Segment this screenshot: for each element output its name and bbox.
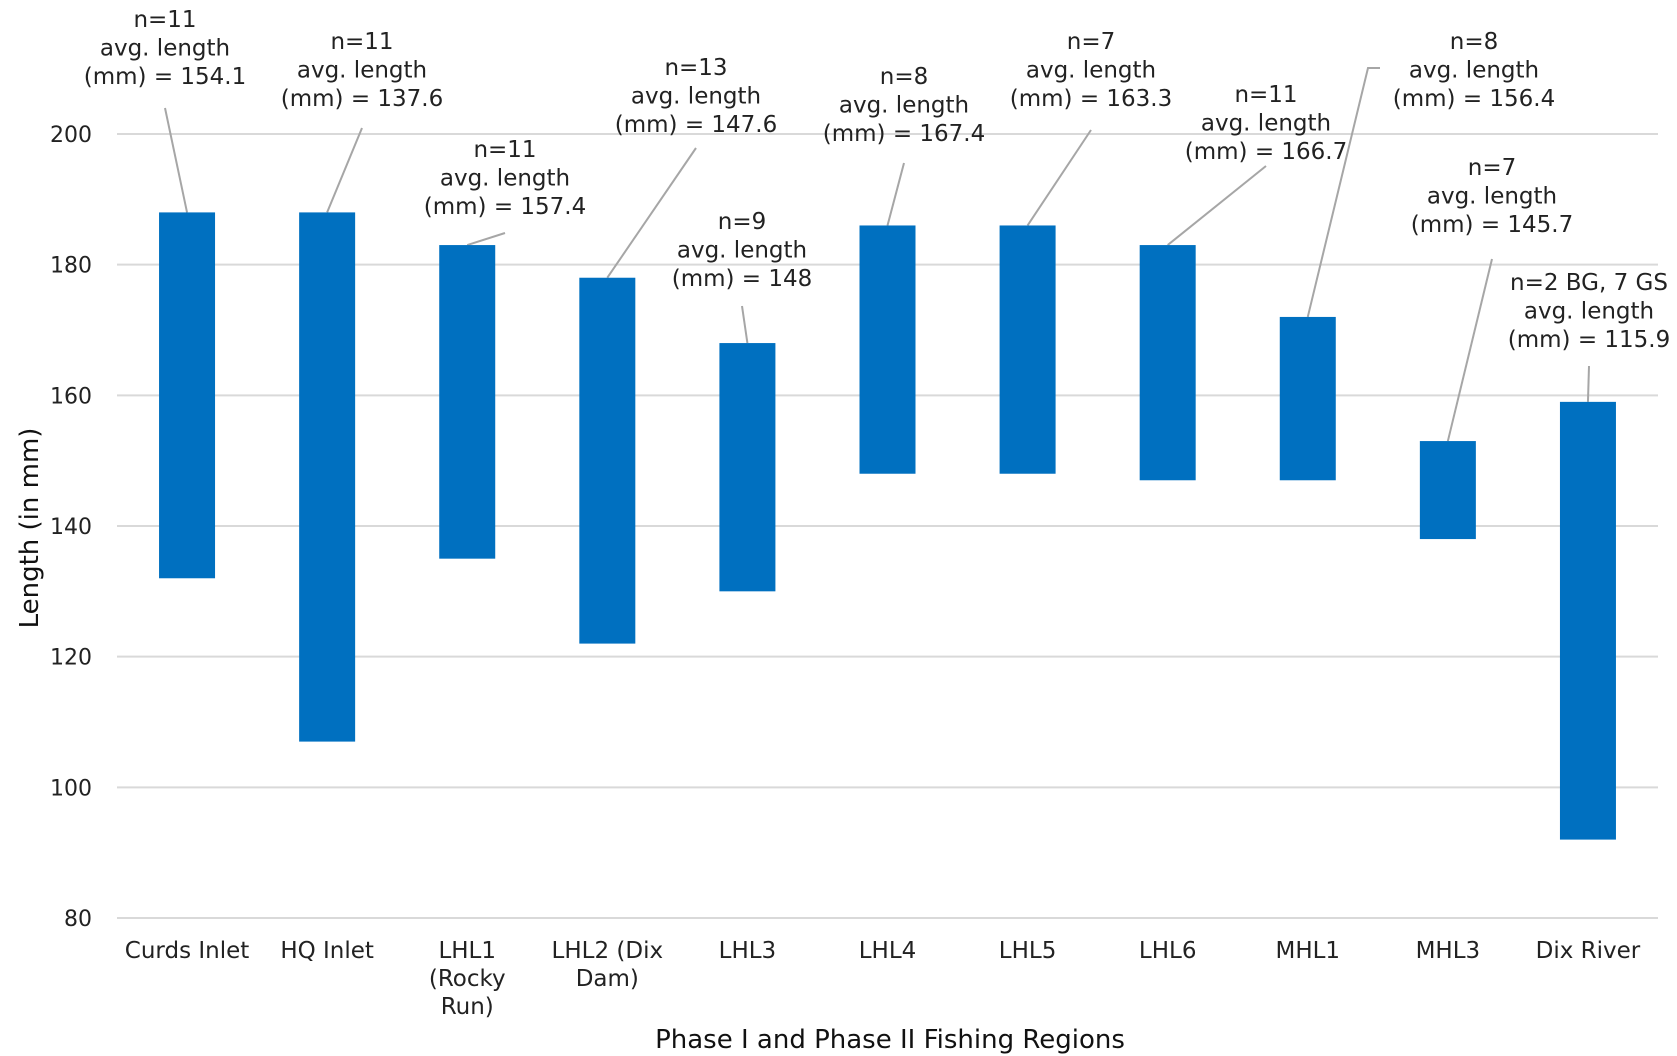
annotation-label: (mm) = 115.9 bbox=[1508, 327, 1671, 353]
leader-line bbox=[886, 162, 905, 226]
x-category-label: HQ Inlet bbox=[280, 938, 374, 964]
y-tick-label: 100 bbox=[50, 776, 92, 801]
leader-line bbox=[1446, 258, 1493, 442]
annotation-label: avg. length bbox=[1201, 111, 1331, 137]
annotation-label: n=11 bbox=[473, 137, 536, 163]
x-category-label: LHL2 (Dix bbox=[552, 938, 664, 964]
y-tick-label: 140 bbox=[50, 515, 92, 540]
x-category-label: LHL6 bbox=[1139, 938, 1197, 964]
range-bar bbox=[579, 277, 636, 644]
annotation-label: (mm) = 157.4 bbox=[424, 194, 587, 220]
y-axis-title: Length (in mm) bbox=[15, 428, 45, 629]
leader-line bbox=[1586, 365, 1590, 402]
annotation-label: avg. length bbox=[1524, 299, 1654, 325]
annotation-label: n=9 bbox=[718, 209, 766, 235]
annotation-label: n=2 BG, 7 GS bbox=[1510, 270, 1668, 296]
leader-line bbox=[326, 127, 363, 213]
range-bar bbox=[999, 225, 1056, 474]
annotation-label: avg. length bbox=[1026, 58, 1156, 84]
annotation-label: (mm) = 156.4 bbox=[1393, 86, 1556, 112]
annotation-label: avg. length bbox=[631, 84, 761, 110]
y-tick-label: 200 bbox=[50, 123, 92, 148]
annotation-label: n=11 bbox=[133, 7, 196, 33]
annotation-label: n=8 bbox=[1450, 29, 1498, 55]
leader-line bbox=[1026, 129, 1092, 227]
leader-line bbox=[1167, 165, 1267, 246]
leader-line bbox=[466, 232, 506, 247]
y-axis-ticks: 80 100 120 140 160 180 200 bbox=[50, 123, 92, 932]
annotation-leader-lines bbox=[164, 67, 1590, 442]
annotation-label: n=13 bbox=[664, 55, 727, 81]
x-category-label: LHL4 bbox=[859, 938, 917, 964]
leader-line bbox=[606, 147, 697, 279]
x-category-label: Dix River bbox=[1536, 938, 1641, 964]
annotation-label: (mm) = 163.3 bbox=[1010, 86, 1173, 112]
annotation-label: avg. length bbox=[1427, 184, 1557, 210]
y-tick-label: 120 bbox=[50, 646, 92, 671]
range-bar bbox=[1559, 401, 1616, 840]
leader-line bbox=[1306, 67, 1380, 318]
range-bars bbox=[159, 212, 1616, 840]
x-category-label: LHL1 bbox=[438, 938, 496, 964]
x-category-label: LHL3 bbox=[719, 938, 777, 964]
annotation-label: avg. length bbox=[100, 36, 230, 62]
x-axis-title: Phase I and Phase II Fishing Regions bbox=[655, 1025, 1125, 1055]
range-bar bbox=[1139, 245, 1196, 481]
range-bar bbox=[1419, 441, 1476, 540]
y-tick-label: 80 bbox=[64, 907, 92, 932]
x-category-label: (Rocky bbox=[429, 966, 506, 992]
annotation-label: avg. length bbox=[1409, 58, 1539, 84]
annotation-label: (mm) = 137.6 bbox=[281, 86, 444, 112]
x-category-label: MHL1 bbox=[1275, 938, 1340, 964]
annotation-label: avg. length bbox=[297, 58, 427, 84]
y-tick-label: 180 bbox=[50, 254, 92, 279]
range-bar bbox=[1279, 316, 1336, 481]
leader-line bbox=[741, 305, 749, 344]
annotation-label: avg. length bbox=[440, 166, 570, 192]
annotation-label: (mm) = 147.6 bbox=[615, 112, 778, 138]
leader-line bbox=[164, 107, 189, 213]
x-category-label: Dam) bbox=[576, 966, 639, 992]
annotation-label: (mm) = 166.7 bbox=[1185, 139, 1348, 165]
range-bar bbox=[859, 225, 916, 474]
annotation-label: (mm) = 154.1 bbox=[84, 64, 247, 90]
annotation-label: n=8 bbox=[880, 64, 928, 90]
annotation-label: (mm) = 145.7 bbox=[1411, 212, 1574, 238]
annotation-label: n=7 bbox=[1468, 155, 1516, 181]
range-bar bbox=[439, 245, 496, 559]
annotation-label: n=11 bbox=[1234, 82, 1297, 108]
y-tick-label: 160 bbox=[50, 384, 92, 409]
x-category-label: LHL5 bbox=[999, 938, 1057, 964]
annotation-label: avg. length bbox=[677, 238, 807, 264]
annotation-label: (mm) = 167.4 bbox=[823, 121, 986, 147]
annotation-label: n=7 bbox=[1067, 29, 1115, 55]
x-category-label: Curds Inlet bbox=[125, 938, 250, 964]
range-bar bbox=[159, 212, 216, 579]
range-bar bbox=[719, 343, 776, 592]
annotation-label: avg. length bbox=[839, 93, 969, 119]
x-category-label: Run) bbox=[441, 994, 494, 1020]
annotation-label: (mm) = 148 bbox=[672, 266, 813, 292]
range-bar bbox=[299, 212, 356, 742]
annotation-label: n=11 bbox=[330, 29, 393, 55]
x-category-label: MHL3 bbox=[1416, 938, 1481, 964]
